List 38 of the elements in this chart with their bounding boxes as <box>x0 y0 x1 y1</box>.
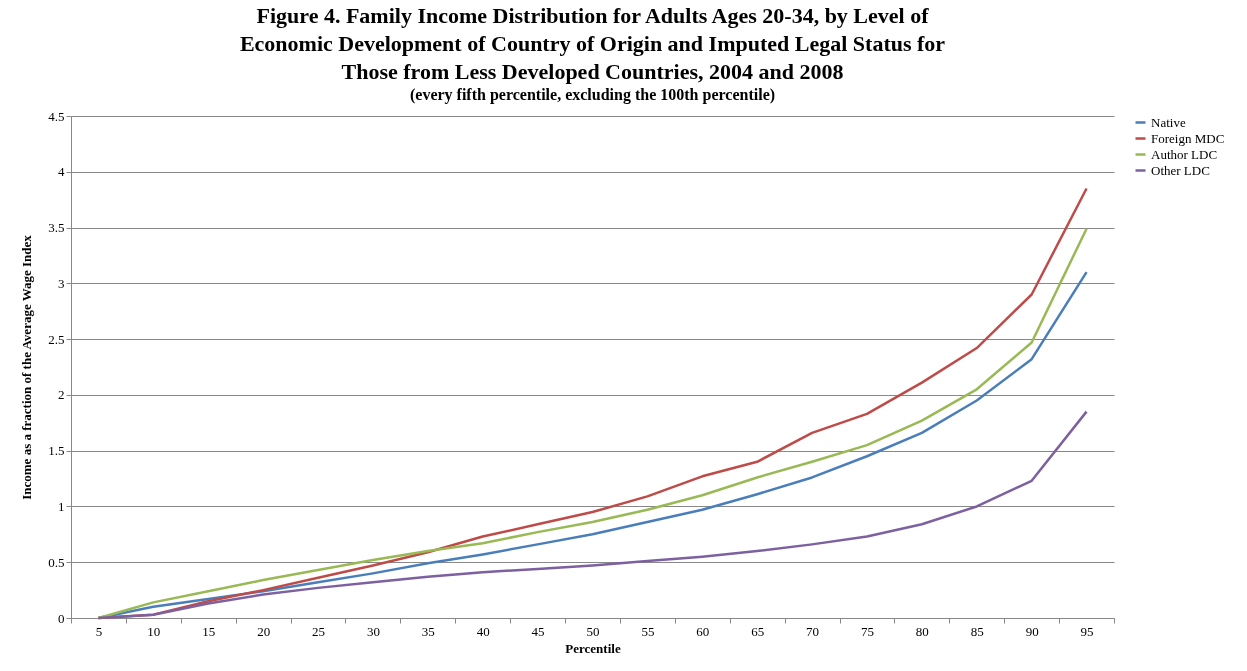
y-axis-title: Income as a fraction of the Average Wage Index <box>19 234 35 500</box>
x-tick-label: 45 <box>531 623 545 639</box>
x-tick-label: 30 <box>366 623 380 639</box>
x-tick-label: 15 <box>202 623 216 639</box>
line-series <box>97 410 1088 620</box>
x-tick-label: 70 <box>806 623 820 639</box>
y-tick-label: 0.5 <box>48 554 65 570</box>
x-tick-label: 35 <box>421 623 435 639</box>
x-tick-label: 25 <box>312 623 326 639</box>
x-tick-label: 65 <box>751 623 765 639</box>
y-tick-label: 0 <box>58 610 65 626</box>
x-tick-label: 95 <box>1080 623 1094 639</box>
y-tick-label: 1 <box>58 498 65 514</box>
x-tick-label: 75 <box>860 623 874 639</box>
chart-subtitle: (every fifth percentile, excluding the 100th percentile) <box>409 86 776 104</box>
y-tick-label: 3.5 <box>48 220 65 236</box>
legend-label: Foreign MDC <box>1151 130 1225 146</box>
y-tick-label: 4 <box>58 164 65 180</box>
x-axis-title: Percentile <box>565 640 621 656</box>
legend-label: Other LDC <box>1151 162 1210 178</box>
y-tick-label: 2.5 <box>48 331 65 347</box>
y-tick-label: 4.5 <box>48 108 65 124</box>
x-tick-label: 10 <box>147 623 161 639</box>
x-tick-label: 85 <box>970 623 984 639</box>
x-tick-label: 55 <box>641 623 655 639</box>
legend-label: Native <box>1151 114 1186 130</box>
x-tick-label: 50 <box>586 623 600 639</box>
legend-label: Author LDC <box>1151 146 1218 162</box>
x-tick-label: 90 <box>1025 623 1039 639</box>
x-tick-label: 80 <box>915 623 929 639</box>
x-tick-label: 20 <box>257 623 271 639</box>
y-tick-label: 3 <box>58 275 65 291</box>
y-tick-label: 1.5 <box>48 443 65 459</box>
chart-title: Figure 4. Family Income Distribution for Adults Ages 20-34, by Level of Economic Development of Country of Origin and Imputed Legal Status for Those from Less Developed Countries, 2004 and 2008 <box>239 3 946 84</box>
x-tick-label: 40 <box>476 623 490 639</box>
y-tick-label: 2 <box>58 387 65 403</box>
x-tick-label: 5 <box>95 623 103 639</box>
x-tick-label: 60 <box>696 623 710 639</box>
